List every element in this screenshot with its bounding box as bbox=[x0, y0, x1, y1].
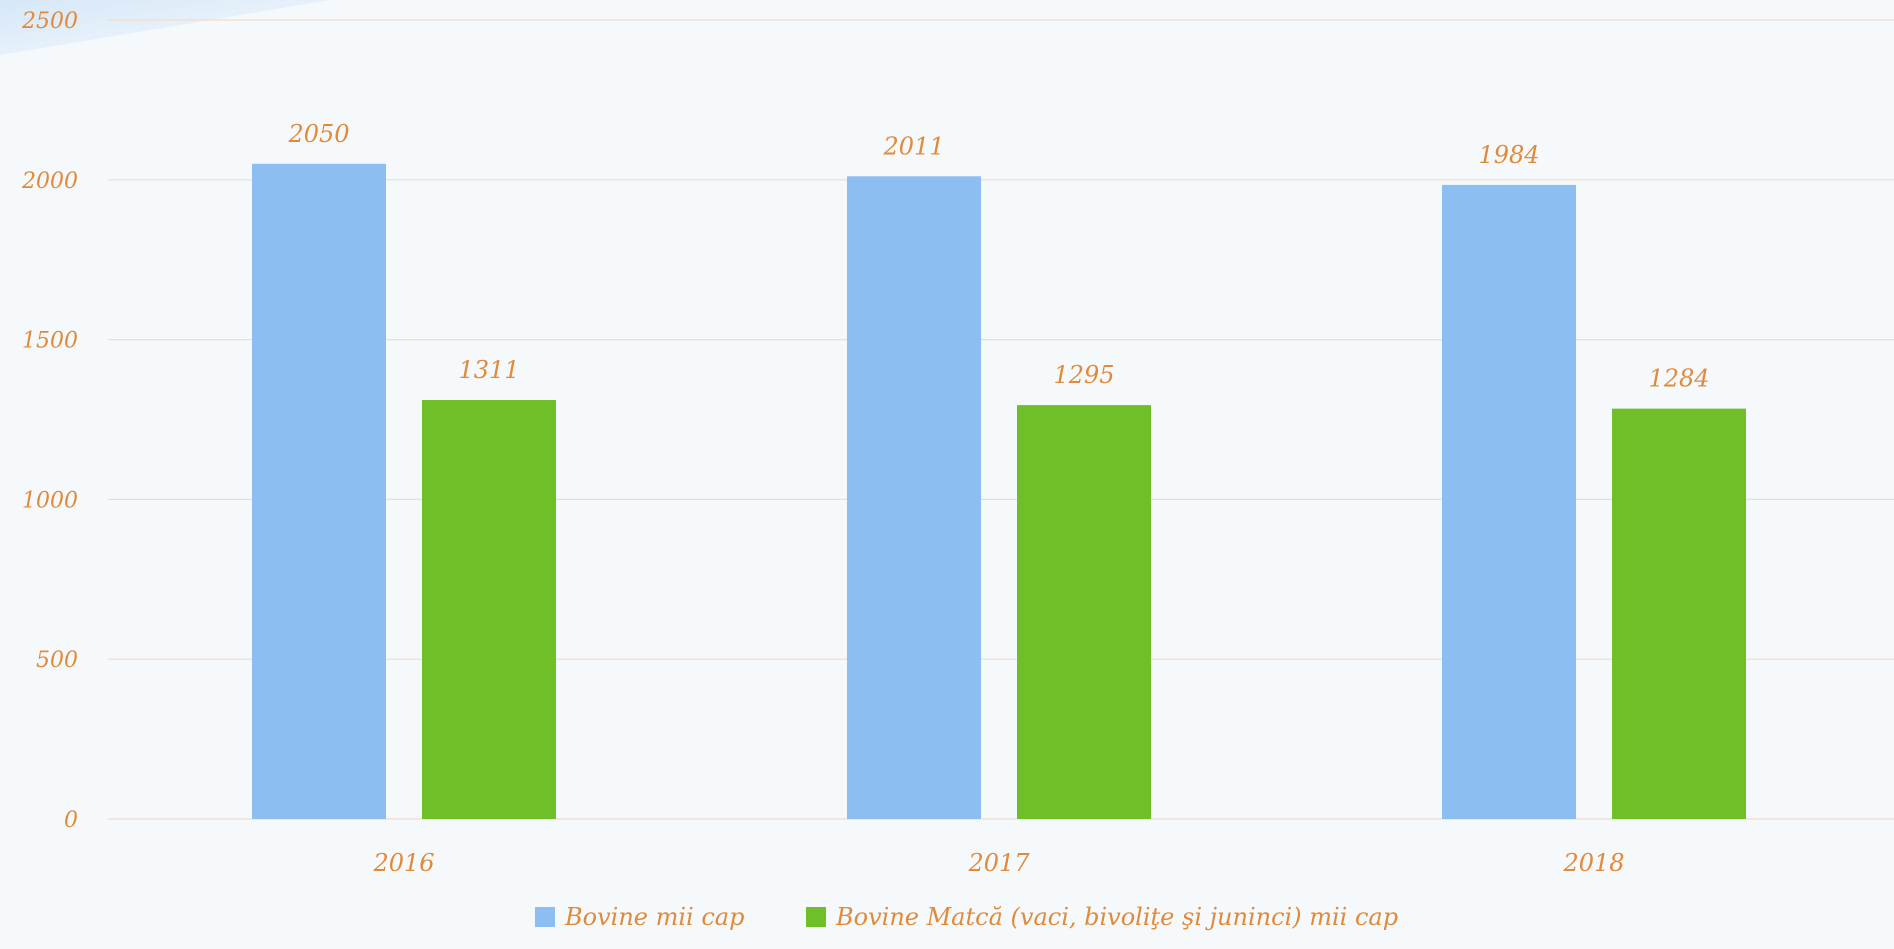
data-labels: 2050 1311 2011 1295 1984 1284 bbox=[287, 120, 1709, 393]
bar bbox=[1017, 405, 1151, 819]
bar bbox=[1442, 184, 1576, 820]
legend-swatch bbox=[535, 907, 555, 927]
data-label: 2011 bbox=[882, 132, 944, 160]
bar bbox=[252, 163, 386, 819]
data-label: 1295 bbox=[1053, 361, 1114, 389]
y-axis-ticks: 0 500 1000 1500 2000 2500 bbox=[21, 9, 78, 833]
x-category-label: 2016 bbox=[372, 849, 434, 877]
data-label: 1311 bbox=[458, 356, 519, 384]
y-tick-label: 2000 bbox=[21, 169, 78, 194]
legend-swatch bbox=[806, 907, 826, 927]
data-label: 2050 bbox=[287, 120, 349, 148]
bar bbox=[847, 176, 981, 819]
bar bbox=[1612, 408, 1746, 819]
y-tick-label: 500 bbox=[36, 648, 78, 673]
bars bbox=[252, 163, 1746, 820]
y-tick-label: 1000 bbox=[22, 488, 78, 513]
corner-decoration bbox=[0, 0, 330, 55]
y-tick-label: 0 bbox=[64, 808, 78, 833]
data-label: 1284 bbox=[1648, 365, 1709, 393]
x-category-label: 2018 bbox=[1562, 849, 1624, 877]
x-axis-categories: 2016 2017 2018 bbox=[372, 849, 1624, 877]
y-tick-label: 2500 bbox=[21, 9, 78, 34]
legend: Bovine mii cap Bovine Matcă (vaci, bivoli… bbox=[535, 903, 1398, 931]
legend-label: Bovine mii cap bbox=[564, 903, 744, 931]
data-label: 1984 bbox=[1478, 141, 1539, 169]
legend-label: Bovine Matcă (vaci, bivoliţe şi juninci)… bbox=[835, 903, 1398, 931]
bar bbox=[422, 400, 556, 819]
gridlines bbox=[108, 19, 1894, 820]
y-tick-label: 1500 bbox=[22, 329, 78, 354]
x-category-label: 2017 bbox=[967, 849, 1030, 877]
